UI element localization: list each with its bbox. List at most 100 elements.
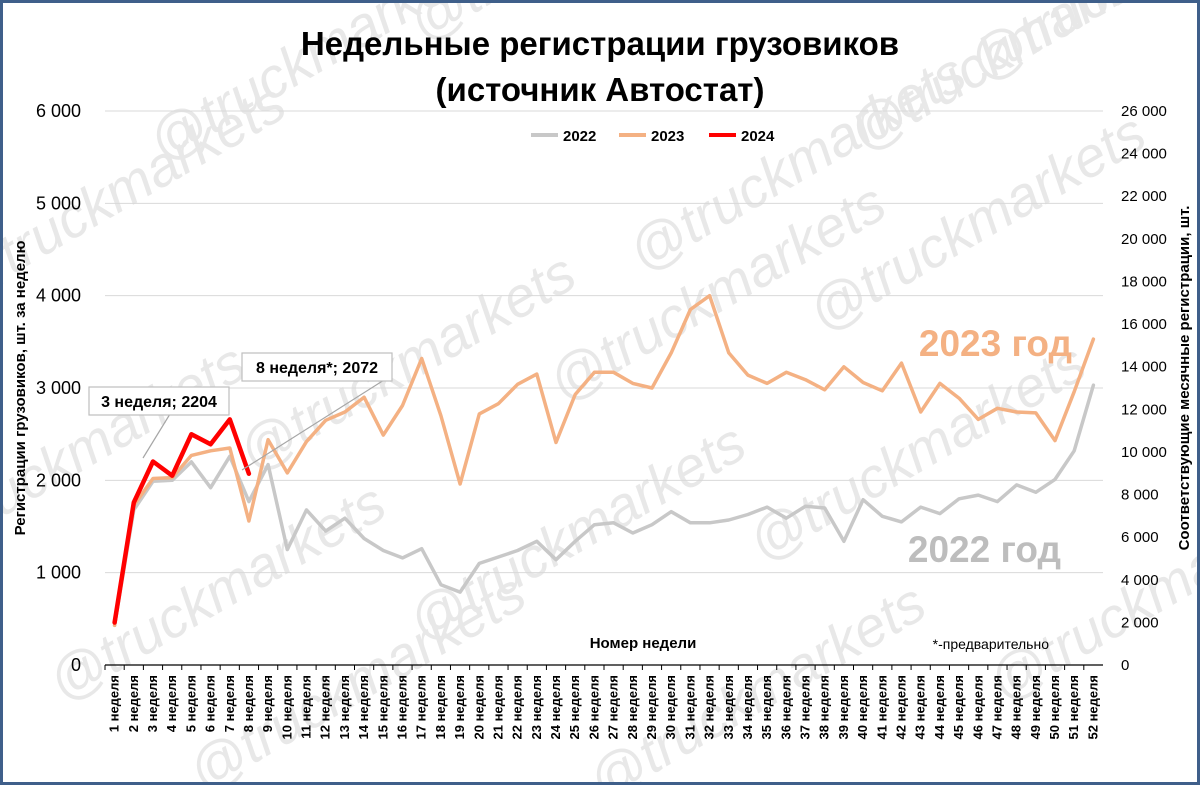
x-tick-label: 31 неделя — [682, 675, 697, 739]
y2-tick-label: 22 000 — [1121, 188, 1167, 205]
series-line-2024 — [112, 417, 252, 625]
series-layer — [112, 293, 1096, 628]
x-tick-label: 6 неделя — [203, 675, 218, 732]
x-tick-label: 26 неделя — [586, 675, 601, 739]
x-tick-label: 36 неделя — [778, 675, 793, 739]
x-tick-label: 3 неделя — [145, 675, 160, 732]
x-tick-label: 22 неделя — [510, 675, 525, 739]
x-tick-label: 24 неделя — [548, 675, 563, 739]
x-tick-label: 1 неделя — [107, 675, 122, 732]
x-tick-label: 25 неделя — [567, 675, 582, 739]
x-tick-label: 11 неделя — [299, 675, 314, 739]
x-tick-label: 49 неделя — [1028, 675, 1043, 739]
y-axis-label: Регистрации грузовиков, шт. за неделю — [12, 240, 29, 535]
x-tick-label: 38 неделя — [817, 675, 832, 739]
y2-tick-label: 26 000 — [1121, 103, 1167, 120]
y-tick-label: 3 000 — [36, 378, 81, 398]
x-tick-label: 14 неделя — [356, 675, 371, 739]
x-tick-label: 5 неделя — [183, 675, 198, 732]
callout-week8-leader — [241, 374, 393, 471]
y2-tick-label: 20 000 — [1121, 231, 1167, 248]
label-2023-year: 2023 год — [919, 323, 1072, 364]
x-tick-label: 43 неделя — [913, 675, 928, 739]
legend-label-2023: 2023 — [651, 128, 684, 145]
callout-week3-box — [88, 386, 230, 416]
y2-tick-label: 2 000 — [1121, 614, 1159, 631]
x-tick-label: 47 неделя — [989, 675, 1004, 739]
chart-title-line-1: Недельные регистрации грузовиков — [301, 25, 899, 62]
x-tick-label: 52 неделя — [1085, 675, 1100, 739]
x-tick-label: 51 неделя — [1066, 675, 1081, 739]
x-tick-label: 50 неделя — [1047, 675, 1062, 739]
x-axis-label: Номер недели — [590, 635, 697, 652]
series-line-2022 — [112, 383, 1096, 628]
legend: 2022 2023 2024 — [531, 128, 775, 145]
x-tick-label: 45 неделя — [951, 675, 966, 739]
y-axis-ticks: 0 1 000 2 000 3 000 4 000 5 000 6 000 — [36, 101, 81, 675]
callout-week8-box — [241, 352, 393, 382]
y2-axis-ticks: 0 2 000 4 000 6 000 8 000 10 000 12 000 14 000 1… — [1121, 103, 1167, 674]
x-tick-label: 39 неделя — [836, 675, 851, 739]
watermark-text: @truckmarkets — [958, 3, 1198, 93]
x-tick-label: 19 неделя — [452, 675, 467, 739]
x-tick-label: 8 неделя — [241, 675, 256, 732]
x-tick-label: 40 неделя — [855, 675, 870, 739]
x-tick-label: 7 неделя — [222, 675, 237, 732]
x-tick-label: 42 неделя — [893, 675, 908, 739]
y-tick-label: 2 000 — [36, 470, 81, 490]
y-tick-label: 1 000 — [36, 563, 81, 583]
x-tick-label: 17 неделя — [414, 675, 429, 739]
x-tick-label: 41 неделя — [874, 675, 889, 739]
callouts: 3 неделя; 2204 8 неделя*; 2072 — [88, 352, 393, 471]
y2-tick-label: 0 — [1121, 657, 1129, 674]
x-tick-label: 34 неделя — [740, 675, 755, 739]
y-tick-label: 5 000 — [36, 193, 81, 213]
x-tick-label: 28 неделя — [625, 675, 640, 739]
x-tick-label: 35 неделя — [759, 675, 774, 739]
label-2022-year: 2022 год — [908, 529, 1061, 570]
y-tick-label: 4 000 — [36, 286, 81, 306]
x-tick-label: 48 неделя — [1009, 675, 1024, 739]
x-tick-label: 32 неделя — [702, 675, 717, 739]
x-tick-label: 9 неделя — [260, 675, 275, 732]
x-tick-label: 21 неделя — [490, 675, 505, 739]
x-tick-label: 46 неделя — [970, 675, 985, 739]
callout-week8-text: 8 неделя*; 2072 — [256, 360, 378, 377]
x-tick-label: 23 неделя — [529, 675, 544, 739]
x-tick-label: 27 неделя — [606, 675, 621, 739]
x-tick-label: 37 неделя — [798, 675, 813, 739]
y-tick-label: 6 000 — [36, 101, 81, 121]
x-tick-label: 2 неделя — [126, 675, 141, 732]
x-tick-label: 16 неделя — [394, 675, 409, 739]
legend-label-2022: 2022 — [563, 128, 596, 145]
y2-tick-label: 24 000 — [1121, 146, 1167, 163]
series-line-2023 — [112, 293, 1096, 628]
preliminary-note: *-предварительно — [933, 636, 1050, 652]
y2-tick-label: 12 000 — [1121, 401, 1167, 418]
x-tick-label: 20 неделя — [471, 675, 486, 739]
y-tick-label: 0 — [71, 655, 81, 675]
callout-week3-leader — [142, 413, 171, 459]
chart-title-line-2: (источник Автостат) — [436, 71, 765, 108]
x-tick-label: 10 неделя — [279, 675, 294, 739]
y2-tick-label: 8 000 — [1121, 487, 1159, 504]
y2-tick-label: 18 000 — [1121, 273, 1167, 290]
legend-label-2024: 2024 — [741, 128, 775, 145]
y2-tick-label: 6 000 — [1121, 529, 1159, 546]
y2-tick-label: 16 000 — [1121, 316, 1167, 333]
y2-axis-label: Соответствующие месячные регистрации, шт… — [1176, 206, 1193, 551]
x-axis-ticks: 1 неделя 2 неделя 3 неделя 4 неделя 5 неделя… — [104, 665, 1100, 739]
x-tick-label: 44 неделя — [932, 675, 947, 739]
x-tick-label: 18 неделя — [433, 675, 448, 739]
x-tick-label: 30 неделя — [663, 675, 678, 739]
y2-tick-label: 10 000 — [1121, 444, 1167, 461]
x-tick-label: 33 неделя — [721, 675, 736, 739]
x-tick-label: 4 неделя — [164, 675, 179, 732]
x-tick-label: 29 неделя — [644, 675, 659, 739]
callout-week3-text: 3 неделя; 2204 — [101, 394, 217, 411]
x-tick-label: 13 неделя — [337, 675, 352, 739]
x-tick-label: 12 неделя — [318, 675, 333, 739]
y2-tick-label: 4 000 — [1121, 572, 1159, 589]
